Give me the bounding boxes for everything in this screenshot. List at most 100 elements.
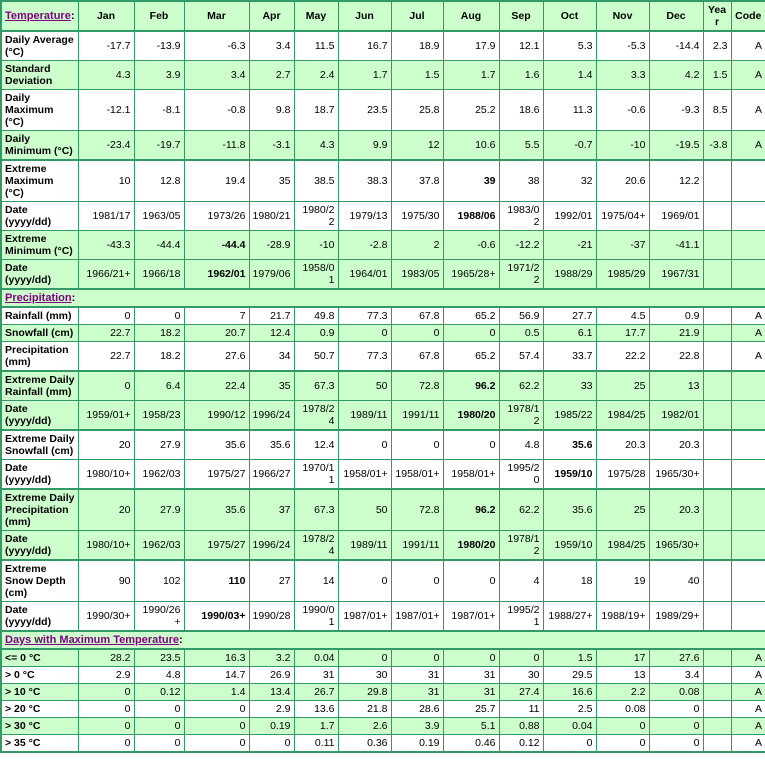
cell-jul: 67.8 [390,341,444,372]
cell-oct: 1988/29 [542,259,597,290]
cell-code [730,459,765,490]
cell-may: 1.7 [293,717,339,735]
cell-feb: 1962/03 [133,459,185,490]
section-link-precipitation[interactable]: Precipitation [5,292,72,304]
cell-aug: 25.2 [442,89,500,131]
row-label-extreme-daily-snowfall-cm: Extreme Daily Snowfall (cm) [0,429,79,460]
cell-jun: 50 [337,488,392,531]
cell-may: 26.7 [293,683,339,701]
cell-code: A [730,666,765,684]
cell-aug: 1965/28+ [442,259,500,290]
cell-mar: 1.4 [183,683,250,701]
table-row: Precipitation (mm) 22.7 18.2 27.6 34 50.7 77.3… [0,341,765,372]
cell-jun: 0 [337,324,392,342]
cell-code: A [730,341,765,372]
cell-dec: 3.4 [648,666,704,684]
cell-feb: 0 [133,306,185,325]
cell-may: 13.6 [293,700,339,718]
table-row: > 30 °C 0 0 0 0.19 1.7 2.6 3.9 5.1 0.88 0.04 0 0 A [0,717,765,735]
cell-year: 8.5 [702,89,732,131]
cell-oct: 5.3 [542,30,597,61]
cell-may: 18.7 [293,89,339,131]
cell-nov: 19 [595,559,650,602]
cell-may: 0.9 [293,324,339,342]
cell-jan: 1966/21+ [77,259,135,290]
cell-year [702,341,732,372]
cell-code: A [730,130,765,161]
cell-oct: -0.7 [542,130,597,161]
cell-oct: 33 [542,370,597,401]
cell-may: 50.7 [293,341,339,372]
cell-year [702,306,732,325]
cell-sep: 1978/12 [498,400,544,431]
cell-nov: 3.3 [595,60,650,90]
col-header-jul: Jul [390,0,444,32]
cell-aug: 96.2 [442,370,500,401]
cell-feb: 0 [133,717,185,735]
cell-may: 1978/24 [293,530,339,561]
cell-year [702,259,732,290]
table-row: > 10 °C 0 0.12 1.4 13.4 26.7 29.8 31 31 27.4 16.6 2… [0,683,765,701]
cell-year [702,717,732,735]
temperature-link[interactable]: Temperature [5,10,71,22]
row-label-date-yyyy-dd: Date (yyyy/dd) [0,601,79,632]
cell-code [730,259,765,290]
cell-jul: 1.5 [390,60,444,90]
cell-jul: 72.8 [390,370,444,401]
cell-jan: 22.7 [77,341,135,372]
col-header-sep: Sep [498,0,544,32]
cell-sep: 1978/12 [498,530,544,561]
cell-code: A [730,717,765,735]
cell-jun: 1964/01 [337,259,392,290]
cell-oct: 16.6 [542,683,597,701]
cell-year [702,400,732,431]
cell-oct: 1.4 [542,60,597,90]
cell-dec: 1965/30+ [648,459,704,490]
section-link-days-with-maximum-temperature[interactable]: Days with Maximum Temperature [5,634,180,646]
cell-feb: 23.5 [133,648,185,667]
cell-feb: -44.4 [133,230,185,260]
cell-mar: -11.8 [183,130,250,161]
cell-sep: 1995/20 [498,459,544,490]
cell-jun: 1989/11 [337,400,392,431]
cell-sep: 30 [498,666,544,684]
cell-feb: 3.9 [133,60,185,90]
cell-oct: 33.7 [542,341,597,372]
cell-oct: 1988/27+ [542,601,597,632]
cell-code [730,159,765,202]
cell-code [730,488,765,531]
table-row: Date (yyyy/dd) 1980/10+ 1962/03 1975/27 1996… [0,530,765,561]
cell-feb: 0.12 [133,683,185,701]
cell-nov: 1984/25 [595,530,650,561]
cell-dec: 1967/31 [648,259,704,290]
cell-mar: 27.6 [183,341,250,372]
cell-feb: 1958/23 [133,400,185,431]
cell-aug: 39 [442,159,500,202]
cell-jun: 23.5 [337,89,392,131]
cell-may: 49.8 [293,306,339,325]
cell-jan: -43.3 [77,230,135,260]
cell-may: 11.5 [293,30,339,61]
cell-nov: 22.2 [595,341,650,372]
cell-dec: 40 [648,559,704,602]
cell-jan: 0 [77,734,135,753]
cell-jun: 1987/01+ [337,601,392,632]
cell-jun: 0 [337,429,392,460]
row-label-extreme-maximum-c: Extreme Maximum (°C) [0,159,79,202]
table-row: > 20 °C 0 0 0 2.9 13.6 21.8 28.6 25.7 11 2.5 0.08 0 A [0,700,765,718]
cell-apr: 27 [248,559,295,602]
cell-dec: 27.6 [648,648,704,667]
cell-code: A [730,734,765,753]
cell-aug: 1988/06 [442,201,500,231]
table-row: Date (yyyy/dd) 1966/21+ 1966/18 1962/01 1979… [0,259,765,290]
cell-sep: 0.5 [498,324,544,342]
row-label-rainfall-mm: Rainfall (mm) [0,306,79,325]
cell-apr: 1990/28 [248,601,295,632]
cell-jul: 1987/01+ [390,601,444,632]
table-row: Extreme Daily Snowfall (cm) 20 27.9 35.6 35.… [0,429,765,460]
cell-apr: 21.7 [248,306,295,325]
cell-code [730,370,765,401]
col-header-may: May [293,0,339,32]
cell-jul: 1983/05 [390,259,444,290]
cell-year [702,159,732,202]
